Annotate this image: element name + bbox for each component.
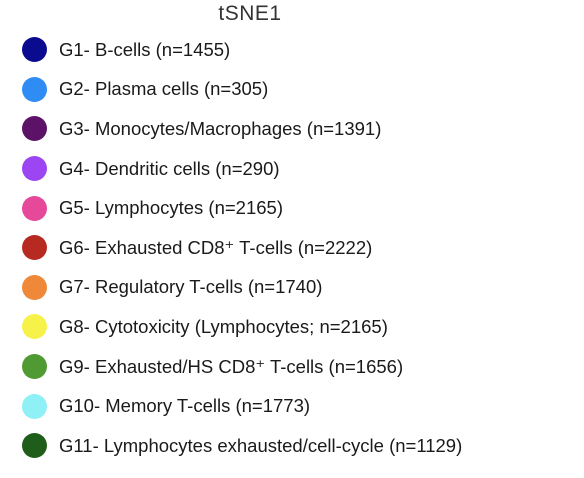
legend-label: G3- Monocytes/Macrophages (n=1391): [59, 117, 382, 139]
legend-swatch: [22, 393, 47, 419]
chart-legend: G1- B-cells (n=1455) G2- Plasma cells (n=…: [22, 30, 582, 466]
legend-label: G5- Lymphocytes (n=2165): [59, 197, 283, 219]
legend-swatch: [22, 116, 47, 142]
legend-item: G10- Memory T-cells (n=1773): [22, 386, 582, 426]
legend-swatch: [22, 433, 47, 459]
legend-swatch: [22, 314, 47, 340]
legend-item: G7- Regulatory T-cells (n=1740): [22, 268, 582, 308]
legend-item: G4- Dendritic cells (n=290): [22, 149, 582, 189]
legend-item: G8- Cytotoxicity (Lymphocytes; n=2165): [22, 307, 582, 347]
legend-item: G1- B-cells (n=1455): [22, 30, 582, 70]
legend-swatch: [22, 76, 47, 102]
legend-item: G2- Plasma cells (n=305): [22, 70, 582, 110]
legend-label: G1- B-cells (n=1455): [59, 38, 231, 60]
legend-item: G3- Monocytes/Macrophages (n=1391): [22, 109, 582, 149]
legend-item: G6- Exhausted CD8⁺ T-cells (n=2222): [22, 228, 582, 268]
legend-swatch: [22, 37, 47, 63]
legend-label: G4- Dendritic cells (n=290): [59, 157, 280, 179]
legend-label: G11- Lymphocytes exhausted/cell-cycle (n…: [59, 434, 463, 456]
legend-swatch: [22, 235, 47, 261]
legend-label: G9- Exhausted/HS CD8⁺ T-cells (n=1656): [59, 355, 404, 377]
legend-swatch: [22, 195, 47, 221]
legend-item: G9- Exhausted/HS CD8⁺ T-cells (n=1656): [22, 347, 582, 387]
legend-item: G5- Lymphocytes (n=2165): [22, 188, 582, 228]
legend-swatch: [22, 354, 47, 380]
x-axis-label: tSNE1: [218, 2, 282, 25]
legend-label: G10- Memory T-cells (n=1773): [59, 395, 311, 417]
legend-swatch: [22, 156, 47, 182]
legend-swatch: [22, 274, 47, 300]
legend-label: G2- Plasma cells (n=305): [59, 78, 269, 100]
legend-label: G7- Regulatory T-cells (n=1740): [59, 276, 323, 298]
legend-label: G6- Exhausted CD8⁺ T-cells (n=2222): [59, 236, 373, 258]
legend-item: G11- Lymphocytes exhausted/cell-cycle (n…: [22, 426, 582, 466]
legend-label: G8- Cytotoxicity (Lymphocytes; n=2165): [59, 315, 388, 337]
